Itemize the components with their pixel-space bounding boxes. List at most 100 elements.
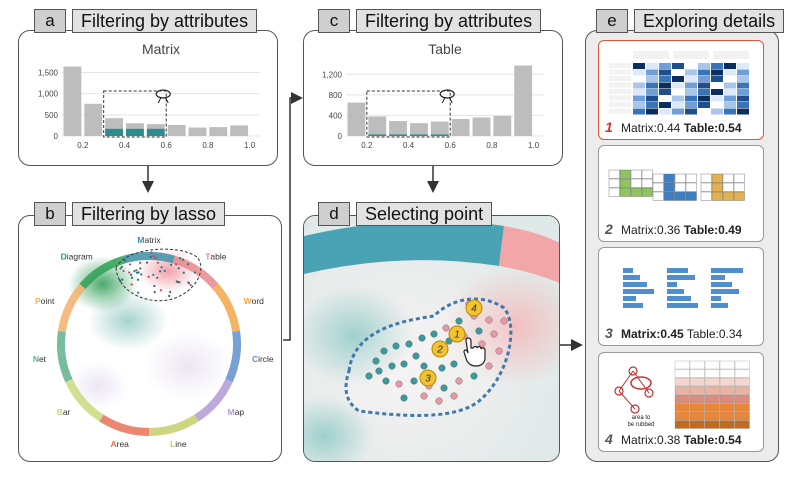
selection-zoom-view[interactable]: 12 3 4	[304, 216, 559, 461]
data-point	[128, 263, 132, 266]
rank-marker-4: 4	[465, 299, 483, 317]
ring-label-bar: Bar	[57, 407, 71, 417]
rank-marker-label: 1	[454, 330, 460, 341]
heatmap-cell	[685, 102, 697, 108]
y-tick-label: 1,200	[322, 70, 343, 79]
bar-mark	[667, 268, 688, 273]
data-point	[159, 289, 162, 292]
rank-number: 3	[605, 325, 613, 341]
chart-title: Matrix	[142, 41, 180, 57]
data-point	[478, 340, 486, 348]
table-cell	[674, 182, 686, 192]
data-point	[145, 261, 149, 264]
bar-mark	[711, 303, 728, 308]
matrix-cell	[674, 360, 690, 370]
heatmap-cell	[646, 63, 658, 69]
panel-b-header: b Filtering by lasso	[34, 202, 226, 226]
y-tick-label: 0	[54, 132, 59, 141]
histogram-bar	[84, 103, 103, 136]
matrix-cell	[734, 360, 750, 370]
matrix-cell	[734, 394, 750, 404]
lasso-ring-view[interactable]: Matrix Table Word Circle Map Line Area Bar Net Po…	[18, 226, 280, 458]
ring-label-area: Area	[110, 439, 129, 449]
table-cell	[711, 173, 723, 183]
table-cell	[733, 191, 745, 201]
panel-d-letter: d	[318, 202, 350, 226]
heatmap-cell	[659, 102, 671, 108]
matrix-score: 0.44	[657, 121, 681, 135]
panel-e-header: e Exploring details	[596, 9, 785, 33]
data-point	[182, 258, 185, 261]
detail-card-2[interactable]: 2 Matrix:0.36 Table:0.49	[598, 145, 764, 242]
heatmap-cell	[633, 63, 645, 69]
matrix-cell	[719, 360, 735, 370]
bar-mark	[623, 289, 654, 294]
data-point	[119, 267, 122, 270]
data-point	[129, 273, 133, 276]
table-cell	[711, 191, 723, 201]
detail-card-1[interactable]: 1 Matrix:0.44 Table:0.54	[598, 40, 764, 140]
matrix-cell	[719, 386, 735, 395]
ring-arc-table	[499, 226, 559, 283]
matrix-label: Matrix:	[621, 121, 657, 135]
selected-bar	[430, 134, 449, 136]
matrix-cell	[704, 386, 720, 395]
table-cell	[619, 187, 631, 197]
matrix-cell	[674, 394, 690, 404]
heatmap-cell	[711, 69, 723, 76]
ring-arc-matrix	[304, 220, 504, 274]
heatmap-cell	[737, 95, 749, 102]
heatmap-cell	[659, 108, 671, 115]
panel-a-letter: a	[34, 9, 66, 33]
lasso-outline	[115, 248, 202, 302]
x-tick-label: 0.6	[445, 141, 457, 150]
matrix-cell	[674, 420, 690, 429]
table-cell	[733, 173, 745, 183]
row-header-cell	[609, 102, 631, 107]
table-cell	[608, 187, 620, 197]
matrix-cell	[704, 377, 720, 387]
heatmap-cell	[685, 76, 697, 82]
histogram-bar	[209, 127, 228, 136]
heatmap-cell	[724, 95, 736, 102]
panel-a	[18, 30, 278, 166]
ring-segment-word	[212, 283, 241, 333]
panel-c-header: c Filtering by attributes	[318, 9, 542, 33]
matrix-cell	[734, 420, 750, 429]
y-tick-label: 500	[45, 111, 59, 120]
matrix-histogram[interactable]: Matrix 0 500 1,000 1,500 0.2 0.4 0.6 0.8 1.0	[22, 36, 272, 161]
data-point	[382, 377, 390, 385]
selected-bar	[389, 134, 408, 136]
rank-marker-3: 3	[419, 369, 437, 387]
y-tick-label: 400	[329, 111, 343, 120]
table-label: Table:	[683, 223, 719, 237]
table-cell	[674, 191, 686, 201]
hand-cursor-icon	[463, 337, 486, 367]
matrix-score: 0.45	[660, 327, 684, 341]
x-tick-label: 0.4	[119, 141, 131, 150]
panel-d-title: Selecting point	[356, 202, 493, 226]
table-cell	[733, 182, 745, 192]
matrix-cell	[689, 420, 705, 429]
data-point	[440, 384, 448, 392]
bar-mark	[623, 296, 636, 301]
heatmap-cell	[685, 95, 697, 102]
bar-mark	[667, 303, 698, 308]
table-histogram[interactable]: Table 0 400 800 1,200 0.2 0.4 0.6 0.8 1.0	[306, 36, 556, 161]
detail-card-4[interactable]: area to be rubbed 4 Matrix:0.38 Table:0.…	[598, 352, 764, 452]
bar-mark	[711, 296, 721, 301]
detail-card-3[interactable]: 3 Matrix:0.45 Table:0.34	[598, 247, 764, 346]
histogram-bar	[430, 121, 449, 136]
histogram-bar	[493, 115, 512, 136]
table-cell	[641, 187, 653, 197]
table-cell	[711, 182, 723, 192]
rank-marker-label: 4	[471, 304, 477, 315]
table-cell	[685, 182, 697, 192]
data-point	[152, 273, 155, 276]
heatmap-cell	[672, 76, 684, 82]
data-point	[149, 255, 152, 259]
data-point	[177, 267, 180, 270]
heatmap-cell	[698, 108, 710, 115]
heatmap-cell	[646, 89, 658, 95]
ring-segment-map	[194, 378, 233, 422]
